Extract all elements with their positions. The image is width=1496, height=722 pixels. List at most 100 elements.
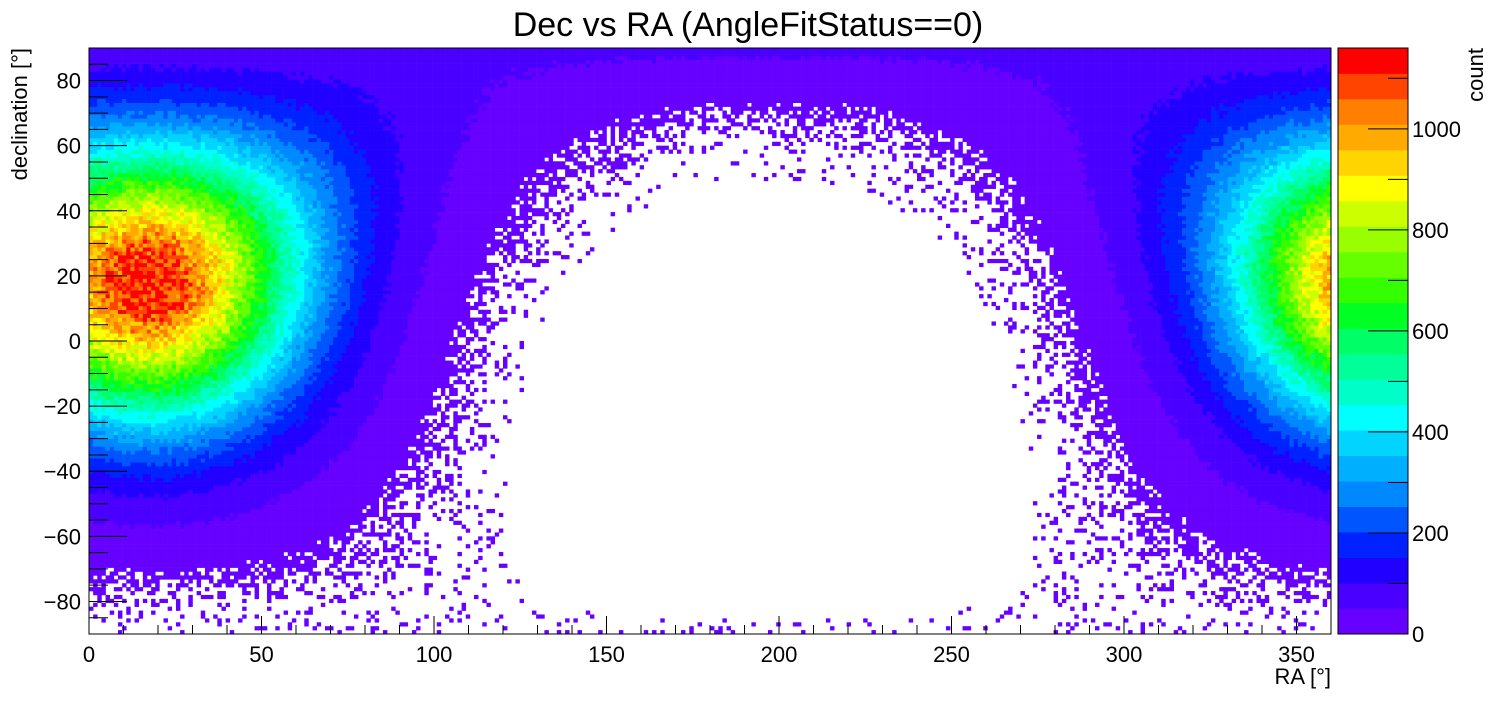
heatmap-cell <box>89 407 94 412</box>
heatmap-cell <box>105 223 110 229</box>
heatmap-cell <box>188 403 193 408</box>
heatmap-cell <box>167 98 173 103</box>
heatmap-cell <box>184 415 189 420</box>
heatmap-cell <box>93 563 98 568</box>
heatmap-cell <box>221 55 226 61</box>
heatmap-cell <box>159 251 164 256</box>
heatmap-cell <box>151 407 156 412</box>
heatmap-cell <box>204 266 210 271</box>
heatmap-cell <box>175 602 181 607</box>
heatmap-cell <box>89 489 94 494</box>
heatmap-cell <box>134 251 139 256</box>
heatmap-cell <box>163 219 168 225</box>
heatmap-cell <box>233 79 239 84</box>
heatmap-cell <box>122 126 127 131</box>
heatmap-cell <box>134 563 139 568</box>
heatmap-cell <box>155 251 160 256</box>
heatmap-cell <box>200 481 206 486</box>
heatmap-cell <box>101 544 106 549</box>
heatmap-cell <box>146 368 152 373</box>
heatmap-cell <box>142 188 148 193</box>
heatmap-cell <box>229 458 235 463</box>
heatmap-cell <box>204 270 210 275</box>
heatmap-cell <box>213 551 218 557</box>
heatmap-cell <box>159 497 164 502</box>
heatmap-cell <box>188 130 193 135</box>
heatmap-cell <box>159 481 164 486</box>
heatmap-cell <box>142 341 148 346</box>
heatmap-cell <box>163 63 168 68</box>
heatmap-cell <box>233 67 239 72</box>
heatmap-cell <box>105 423 110 428</box>
heatmap-cell <box>175 262 181 268</box>
heatmap-cell <box>163 239 168 244</box>
heatmap-cell <box>138 438 144 443</box>
heatmap-cell <box>101 579 106 584</box>
heatmap-cell <box>200 200 206 205</box>
heatmap-cell <box>204 567 210 572</box>
heatmap-cell <box>167 200 173 205</box>
heatmap-cell <box>238 618 243 623</box>
heatmap-cell <box>171 540 177 545</box>
heatmap-cell <box>109 75 115 80</box>
heatmap-cell <box>130 215 135 221</box>
heatmap-cell <box>221 137 226 143</box>
heatmap-cell <box>126 368 131 373</box>
heatmap-cell <box>122 219 127 225</box>
heatmap-cell <box>97 548 102 553</box>
heatmap-cell <box>200 305 206 311</box>
heatmap-cell <box>217 333 222 338</box>
heatmap-cell <box>184 196 189 201</box>
heatmap-cell <box>155 462 160 467</box>
heatmap-cell <box>142 184 148 189</box>
heatmap-cell <box>138 466 144 471</box>
heatmap-cell <box>155 567 160 572</box>
heatmap-cell <box>196 270 202 275</box>
heatmap-cell <box>180 75 185 80</box>
heatmap-cell <box>213 118 218 123</box>
heatmap-cell <box>93 251 98 256</box>
heatmap-cell <box>213 75 218 80</box>
heatmap-cell <box>217 278 222 283</box>
heatmap-cell <box>213 333 218 338</box>
heatmap-cell <box>134 442 139 447</box>
heatmap-cell <box>97 438 102 443</box>
heatmap-cell <box>229 286 235 291</box>
heatmap-cell <box>180 231 185 236</box>
heatmap-cell <box>163 145 168 150</box>
heatmap-cell <box>171 426 177 432</box>
heatmap-cell <box>151 51 156 57</box>
heatmap-cell <box>142 430 148 436</box>
heatmap-cell <box>105 153 110 158</box>
heatmap-cell <box>233 399 239 404</box>
heatmap-cell <box>171 208 177 213</box>
heatmap-cell <box>105 274 110 279</box>
heatmap-cell <box>138 360 144 365</box>
heatmap-cell <box>200 493 206 498</box>
heatmap-cell <box>184 520 189 525</box>
heatmap-cell <box>97 215 102 221</box>
heatmap-cell <box>101 497 106 502</box>
heatmap-cell <box>146 329 152 334</box>
heatmap-cell <box>225 130 231 135</box>
heatmap-cell <box>180 442 185 447</box>
heatmap-cell <box>221 434 226 439</box>
heatmap-cell <box>184 149 189 154</box>
heatmap-cells <box>89 48 1331 634</box>
heatmap-cell <box>163 305 168 311</box>
heatmap-cell <box>221 270 226 275</box>
heatmap-cell <box>175 348 181 354</box>
heatmap-cell <box>171 196 177 201</box>
heatmap-cell <box>97 528 102 533</box>
heatmap-cell <box>163 508 168 514</box>
heatmap-cell <box>233 383 239 389</box>
heatmap-cell <box>209 48 214 53</box>
heatmap-cell <box>204 555 210 561</box>
heatmap-cell <box>93 153 98 158</box>
heatmap-cell <box>142 356 148 361</box>
heatmap-cell <box>188 469 193 475</box>
heatmap-cell <box>204 301 210 307</box>
heatmap-cell <box>175 255 181 260</box>
heatmap-cell <box>196 360 202 365</box>
heatmap-cell <box>209 130 214 135</box>
